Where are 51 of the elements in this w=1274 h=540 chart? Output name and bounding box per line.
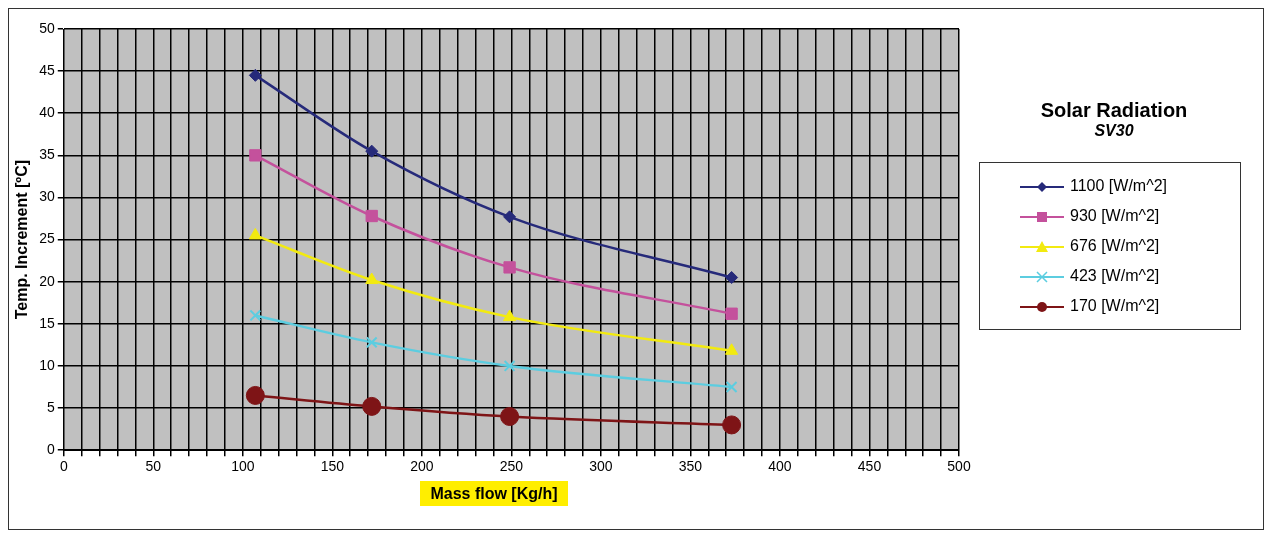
point xyxy=(249,149,262,162)
x-tick-label: 250 xyxy=(499,458,524,475)
point xyxy=(725,271,739,285)
x-tick-label: 300 xyxy=(589,458,613,475)
point xyxy=(365,209,378,223)
legend-label: 170 [W/m^2] xyxy=(1070,297,1160,314)
text: SV30 xyxy=(1093,122,1135,140)
point xyxy=(503,360,516,372)
x-tick-label: 100 xyxy=(231,458,255,475)
point xyxy=(503,261,516,274)
point xyxy=(248,68,262,82)
point xyxy=(725,381,738,393)
legend-label: 423 [W/m^2] xyxy=(1070,267,1160,284)
point xyxy=(249,309,262,322)
y-tick-label: 25 xyxy=(39,230,55,247)
y-tick-label: 5 xyxy=(46,398,55,415)
x-tick-label: 450 xyxy=(857,458,882,475)
x-tick-label: 150 xyxy=(320,458,345,475)
y-tick-label: 40 xyxy=(39,104,55,121)
x-tick-label: 200 xyxy=(410,458,434,475)
x-axis-title: Mass flow [Kg/h] xyxy=(420,481,568,506)
y-tick-label: 0 xyxy=(46,441,55,458)
y-axis-title: Temp. Increment [ºC] xyxy=(13,159,31,320)
x-tick-label: 50 xyxy=(145,458,162,475)
x-tick-label: 0 xyxy=(59,458,68,475)
point xyxy=(503,309,517,322)
point xyxy=(245,385,265,405)
point xyxy=(503,210,517,224)
point xyxy=(365,336,378,349)
point xyxy=(362,396,382,416)
y-tick-label: 35 xyxy=(39,146,55,163)
point xyxy=(365,272,379,285)
legend-title: Solar Radiation xyxy=(1039,99,1189,122)
point xyxy=(725,307,738,320)
point xyxy=(722,415,742,435)
point xyxy=(500,407,520,426)
legend-label: 1100 [W/m^2] xyxy=(1070,177,1168,194)
point xyxy=(365,144,379,158)
y-tick-label: 45 xyxy=(39,61,55,78)
y-tick-label: 30 xyxy=(39,188,55,205)
y-tick-label: 50 xyxy=(39,19,55,36)
x-tick-label: 400 xyxy=(768,458,792,475)
point xyxy=(248,227,262,240)
legend-label: 930 [W/m^2] xyxy=(1070,207,1160,224)
x-tick-label: 500 xyxy=(947,458,971,475)
x-tick-label: 350 xyxy=(678,458,703,475)
y-tick-label: 10 xyxy=(39,356,55,373)
point xyxy=(725,343,739,355)
y-tick-label: 15 xyxy=(39,314,55,331)
legend-label: 676 [W/m^2] xyxy=(1070,237,1160,254)
y-tick-label: 20 xyxy=(39,272,55,289)
